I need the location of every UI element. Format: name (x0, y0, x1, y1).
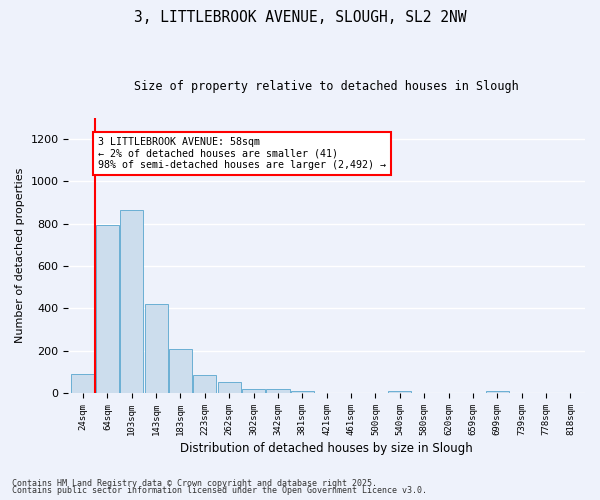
Bar (120, 210, 143, 393)
Bar (486, 390, 509, 393)
Bar (96, 225, 119, 393)
Text: Contains HM Land Registry data © Crown copyright and database right 2025.: Contains HM Land Registry data © Crown c… (12, 478, 377, 488)
X-axis label: Distribution of detached houses by size in Slough: Distribution of detached houses by size … (181, 442, 473, 455)
Bar (388, 392, 412, 393)
Bar (291, 390, 314, 393)
Bar (193, 376, 217, 393)
Y-axis label: Number of detached properties: Number of detached properties (15, 168, 25, 343)
Title: Size of property relative to detached houses in Slough: Size of property relative to detached ho… (134, 80, 519, 93)
Bar (266, 390, 290, 393)
Bar (169, 349, 192, 393)
Bar (71, 374, 95, 393)
Bar (242, 390, 265, 393)
Text: Contains public sector information licensed under the Open Government Licence v3: Contains public sector information licen… (12, 486, 427, 495)
Bar (218, 382, 241, 393)
Text: 3, LITTLEBROOK AVENUE, SLOUGH, SL2 2NW: 3, LITTLEBROOK AVENUE, SLOUGH, SL2 2NW (134, 10, 466, 25)
Bar (145, 304, 168, 393)
Text: 3 LITTLEBROOK AVENUE: 58sqm
← 2% of detached houses are smaller (41)
98% of semi: 3 LITTLEBROOK AVENUE: 58sqm ← 2% of deta… (98, 137, 386, 170)
